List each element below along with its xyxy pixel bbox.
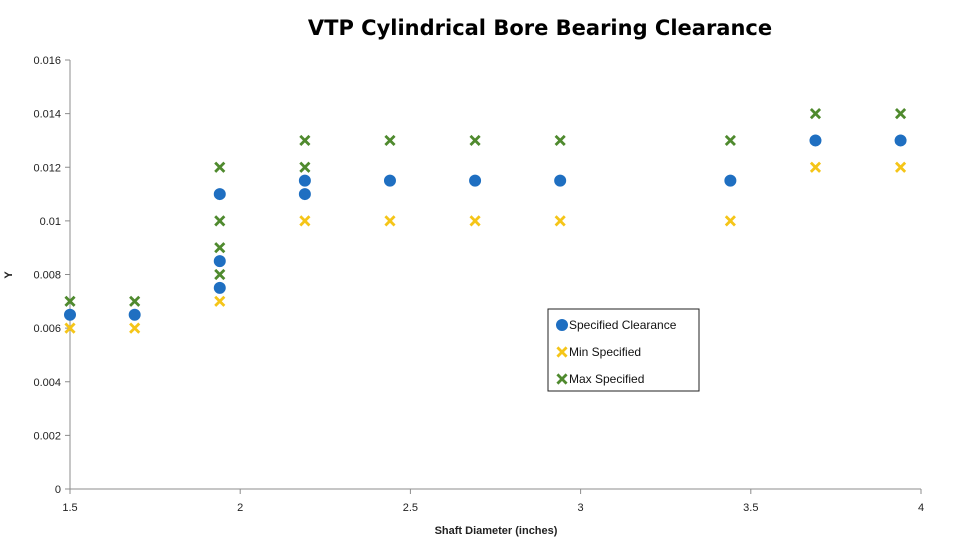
- max-specified-point: [724, 134, 736, 147]
- y-tick-label: 0.006: [33, 323, 61, 335]
- specified-clearance-point: [64, 308, 76, 321]
- x-tick-label: 3.5: [743, 502, 758, 514]
- y-axis-title: Y: [3, 271, 15, 279]
- min-specified-point: [214, 295, 226, 307]
- y-tick-label: 0.012: [33, 162, 61, 174]
- x-ticks: 1.5 2 2.5 3 3.5 4: [62, 489, 924, 514]
- y-tick-label: 0.016: [33, 55, 61, 67]
- max-specified-point: [384, 134, 396, 147]
- y-tick-label: 0.004: [33, 377, 61, 389]
- min-specified-point: [129, 322, 141, 334]
- legend-label-min-specified: Min Specified: [569, 345, 641, 359]
- max-specified-point: [299, 161, 311, 173]
- specified-clearance-point: [128, 308, 141, 321]
- specified-clearance-point: [213, 281, 226, 294]
- max-specified-point: [894, 108, 907, 120]
- min-specified-point: [894, 161, 907, 173]
- y-tick-label: 0.008: [33, 270, 61, 282]
- specified-clearance-point: [809, 134, 822, 147]
- specified-clearance-point: [298, 188, 311, 201]
- y-tick-label: 0.002: [33, 430, 61, 442]
- legend-label-specified-clearance: Specified Clearance: [569, 318, 677, 332]
- specified-clearance-point: [298, 174, 311, 187]
- y-tick-label: 0: [55, 484, 61, 496]
- max-specified-point: [809, 108, 822, 120]
- x-tick-label: 4: [918, 502, 924, 514]
- max-specified-point: [129, 295, 141, 307]
- min-specified-point: [724, 215, 736, 227]
- specified-clearance-point: [894, 134, 907, 147]
- specified-clearance-point: [383, 174, 396, 187]
- max-specified-point: [299, 134, 311, 147]
- x-tick-label: 1.5: [62, 502, 77, 514]
- chart-title: VTP Cylindrical Bore Bearing Clearance: [308, 16, 772, 40]
- x-tick-label: 2: [237, 502, 243, 514]
- min-specified-point: [64, 322, 76, 334]
- max-specified-point: [214, 268, 226, 281]
- max-specified-point: [64, 295, 76, 307]
- legend-marker-max-specified: [556, 373, 568, 385]
- specified-clearance-point: [724, 174, 737, 187]
- min-specified-point: [384, 215, 396, 227]
- legend-marker-specified-clearance: [556, 319, 568, 331]
- y-ticks: 0 0.002 0.004 0.006 0.008 0.01 0.012 0.014 0.016: [33, 55, 70, 496]
- max-specified-point: [214, 242, 226, 254]
- legend-label-max-specified: Max Specified: [569, 372, 644, 386]
- x-tick-label: 2.5: [403, 502, 418, 514]
- max-specified-point: [214, 161, 226, 173]
- plot-area: 1.5 2 2.5 3 3.5 4 0 0.002 0.004 0.006 0.008 0.01 0.…: [33, 55, 924, 514]
- x-tick-label: 3: [578, 502, 584, 514]
- min-specified-point: [809, 161, 822, 173]
- specified-clearance-point: [554, 174, 567, 187]
- legend: Specified Clearance Min Specified Max Spec…: [547, 308, 700, 392]
- min-specified-point: [554, 215, 566, 227]
- specified-clearance-point: [213, 255, 226, 268]
- legend-marker-min-specified: [556, 346, 568, 358]
- data-points: [64, 108, 907, 334]
- x-axis-title: Shaft Diameter (inches): [435, 525, 558, 537]
- y-tick-label: 0.014: [33, 109, 61, 121]
- min-specified-point: [469, 215, 481, 227]
- max-specified-point: [554, 134, 566, 147]
- max-specified-point: [469, 134, 481, 147]
- specified-clearance-point: [213, 188, 226, 201]
- specified-clearance-point: [469, 174, 482, 187]
- min-specified-point: [299, 215, 311, 227]
- legend-box: [547, 308, 700, 392]
- max-specified-point: [214, 215, 226, 227]
- y-tick-label: 0.01: [40, 216, 61, 228]
